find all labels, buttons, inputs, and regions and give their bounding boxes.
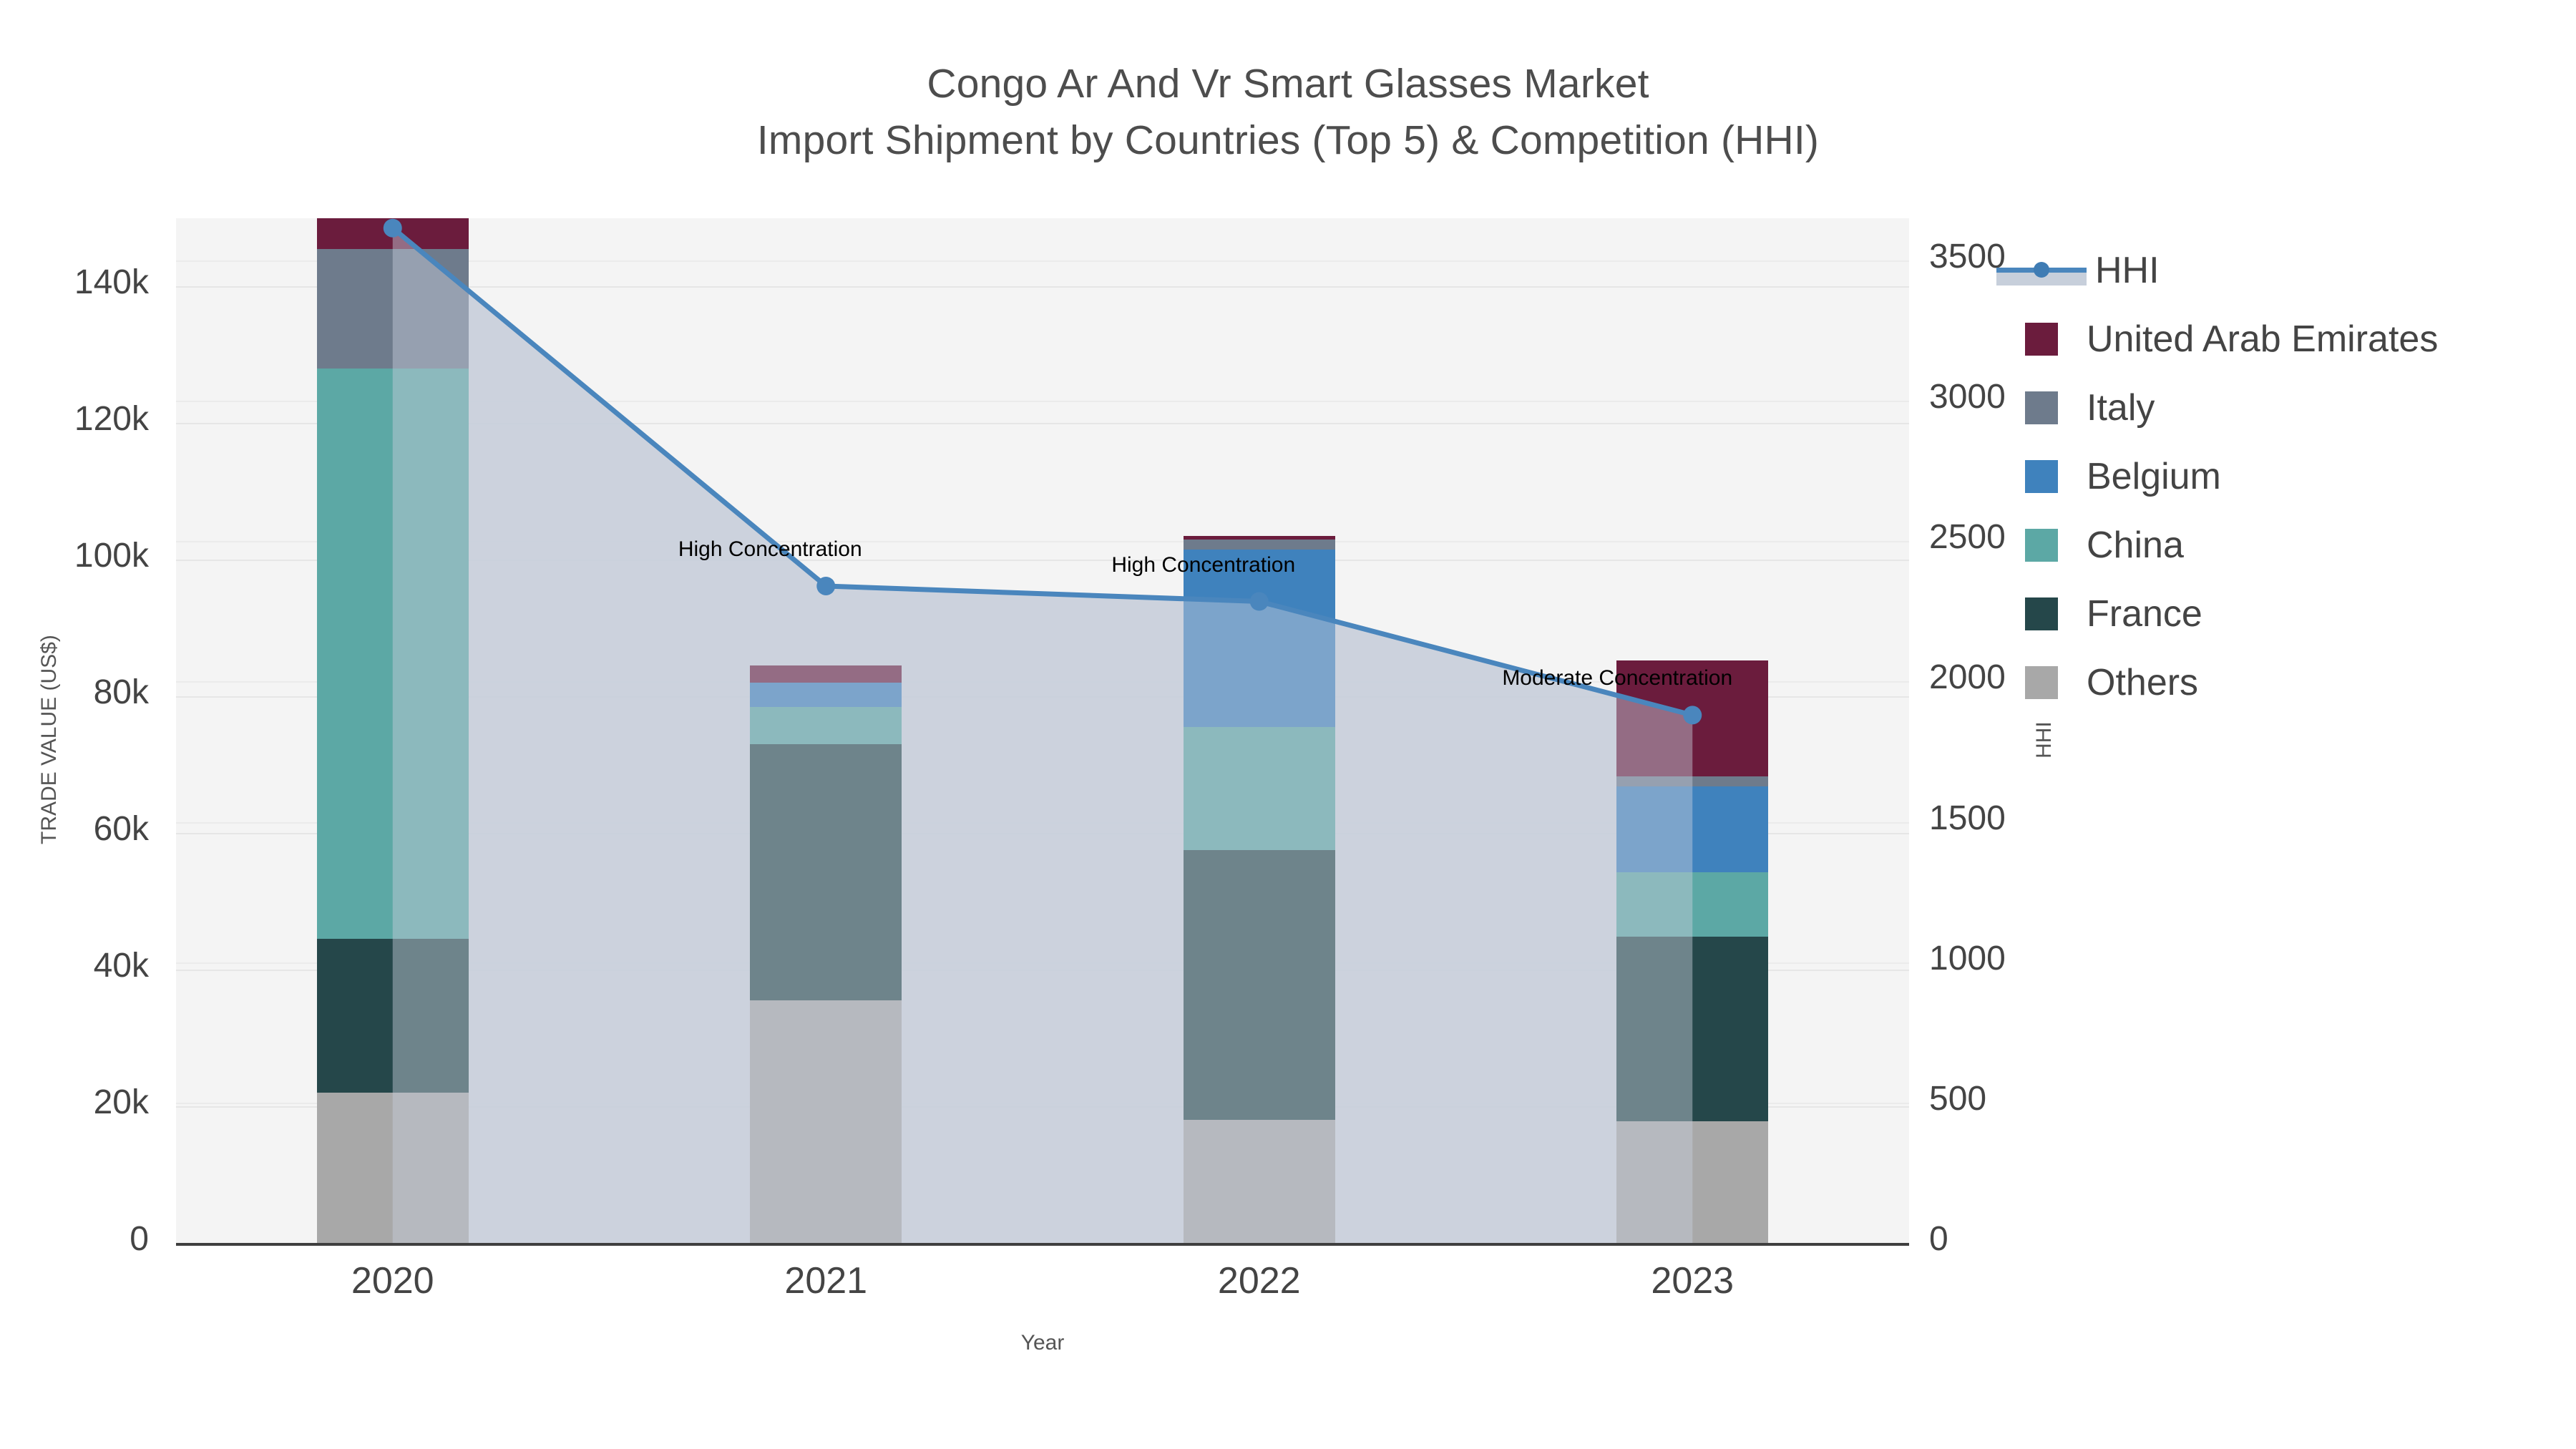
bar-segment[interactable] [316,1092,469,1243]
x-tick: 2020 [351,1260,434,1302]
y-tick-left: 120k [74,400,149,439]
gridline-right [176,260,1909,262]
bar-segment[interactable] [750,683,902,707]
bar-group-2022[interactable] [1183,218,1335,1243]
x-axis-line [176,1243,1909,1246]
hhi-point[interactable] [1249,592,1269,611]
y-tick-right: 2000 [1929,658,2006,697]
bar-segment[interactable] [316,369,469,940]
y-tick-left: 40k [93,947,149,985]
legend-item-france[interactable]: France [1996,580,2540,648]
legend-item-belgium[interactable]: Belgium [1996,442,2540,511]
y-axis-right-title: HHI [2032,721,2056,758]
y-tick-right: 0 [1929,1220,1948,1258]
bar-segment[interactable] [316,939,469,1093]
gridline-left [176,560,1909,562]
concentration-annotation: High Concentration [1111,552,1296,577]
x-tick: 2021 [784,1260,868,1302]
x-axis-title: Year [1020,1331,1065,1355]
y-tick-right: 3500 [1929,237,2006,275]
y-tick-left: 100k [74,537,149,575]
x-tick: 2023 [1651,1260,1735,1302]
y-tick-left: 0 [130,1220,149,1258]
bar-segment[interactable] [1616,1121,1769,1243]
legend-color-swatch [2025,597,2058,630]
chart-title-line2: Import Shipment by Countries (Top 5) & C… [756,117,1820,163]
chart-title-line1: Congo Ar And Vr Smart Glasses Market [927,61,1649,107]
y-tick-right: 2500 [1929,518,2006,557]
bar-segment[interactable] [1616,937,1769,1122]
legend-label: United Arab Emirates [2087,318,2439,360]
y-tick-right: 1500 [1929,799,2006,837]
concentration-annotation: High Concentration [678,537,862,561]
bar-segment[interactable] [1183,1120,1335,1243]
bar-segment[interactable] [1616,786,1769,872]
chart-title: Congo Ar And Vr Smart Glasses Market Imp… [0,56,2576,168]
y-tick-right: 500 [1929,1079,1987,1118]
hhi-line-chart [392,228,1693,1243]
bar-segment[interactable] [1183,535,1335,540]
legend-label: France [2087,593,2202,635]
legend-label: Italy [2087,387,2155,429]
hhi-area-overlay [392,228,1693,1243]
gridline-right [176,401,1909,402]
bar-segment[interactable] [1616,776,1769,787]
y-tick-left: 140k [74,263,149,302]
gridline-left [176,423,1909,425]
gridline-left [176,286,1909,288]
legend-color-swatch [2025,529,2058,562]
bar-group-2020[interactable] [316,218,469,1243]
legend-item-united-arab-emirates[interactable]: United Arab Emirates [1996,305,2540,374]
y-tick-right: 3000 [1929,378,2006,416]
legend-item-hhi[interactable]: HHI [1996,236,2540,305]
bar-segment[interactable] [1183,850,1335,1121]
gridline-right [176,541,1909,543]
bar-group-2023[interactable] [1616,218,1769,1243]
concentration-annotation: Moderate Concentration [1502,666,1733,691]
bar-segment[interactable] [750,706,902,745]
x-tick: 2022 [1217,1260,1301,1302]
hhi-point[interactable] [816,576,836,595]
hhi-line-overlay [383,218,1702,1243]
hhi-area [392,228,1693,1243]
hhi-point[interactable] [1683,706,1702,725]
legend-label: Belgium [2087,456,2221,497]
bar-group-2021[interactable] [750,218,902,1243]
legend: HHI United Arab Emirates Italy Belgium China… [1996,236,2540,717]
bar-segment[interactable] [750,665,902,683]
legend-item-italy[interactable]: Italy [1996,374,2540,442]
bar-segment[interactable] [1183,550,1335,728]
y-tick-left: 60k [93,810,149,849]
legend-line-swatch [1996,254,2087,287]
bar-segment[interactable] [1183,727,1335,851]
bar-segment[interactable] [1616,872,1769,937]
legend-color-swatch [2025,460,2058,493]
legend-color-swatch [2025,323,2058,356]
bar-segment[interactable] [750,744,902,1001]
legend-item-china[interactable]: China [1996,511,2540,580]
bar-segment[interactable] [750,1000,902,1243]
y-axis-left-title: TRADE VALUE (US$) [37,635,61,844]
legend-label: HHI [2095,250,2160,291]
legend-color-swatch [2025,666,2058,699]
y-tick-left: 20k [93,1083,149,1122]
y-tick-left: 80k [93,673,149,712]
legend-label: China [2087,525,2184,566]
legend-color-swatch [2025,391,2058,424]
y-tick-right: 1000 [1929,939,2006,977]
legend-item-others[interactable]: Others [1996,648,2540,717]
hhi-line [390,225,1695,718]
hhi-point[interactable] [383,218,402,238]
legend-label: Others [2087,662,2199,703]
bar-segment[interactable] [1183,539,1335,550]
